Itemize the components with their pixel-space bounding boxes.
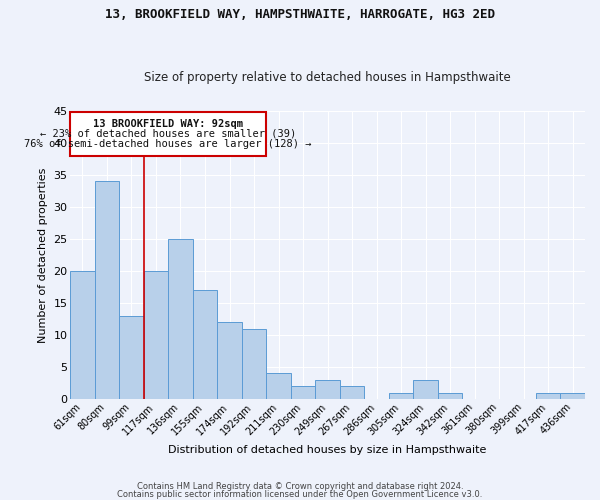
Bar [217,322,242,399]
Text: Contains HM Land Registry data © Crown copyright and database right 2024.: Contains HM Land Registry data © Crown c… [137,482,463,491]
Text: Contains public sector information licensed under the Open Government Licence v3: Contains public sector information licen… [118,490,482,499]
Bar [340,386,364,399]
Bar [316,380,340,399]
Bar [119,316,144,399]
Bar [193,290,217,399]
Bar [168,239,193,399]
Bar [144,271,168,399]
Bar [389,392,413,399]
Bar [242,328,266,399]
Bar [438,392,463,399]
Bar [70,271,95,399]
Text: ← 23% of detached houses are smaller (39): ← 23% of detached houses are smaller (39… [40,128,296,138]
Bar [560,392,585,399]
Bar [266,374,291,399]
Bar [536,392,560,399]
Title: Size of property relative to detached houses in Hampsthwaite: Size of property relative to detached ho… [144,70,511,84]
Bar [413,380,438,399]
Text: 13 BROOKFIELD WAY: 92sqm: 13 BROOKFIELD WAY: 92sqm [93,118,243,128]
Bar [291,386,316,399]
FancyBboxPatch shape [70,112,266,156]
Y-axis label: Number of detached properties: Number of detached properties [38,168,48,342]
Text: 76% of semi-detached houses are larger (128) →: 76% of semi-detached houses are larger (… [25,138,312,148]
Text: 13, BROOKFIELD WAY, HAMPSTHWAITE, HARROGATE, HG3 2ED: 13, BROOKFIELD WAY, HAMPSTHWAITE, HARROG… [105,8,495,20]
X-axis label: Distribution of detached houses by size in Hampsthwaite: Distribution of detached houses by size … [169,445,487,455]
Bar [95,182,119,399]
